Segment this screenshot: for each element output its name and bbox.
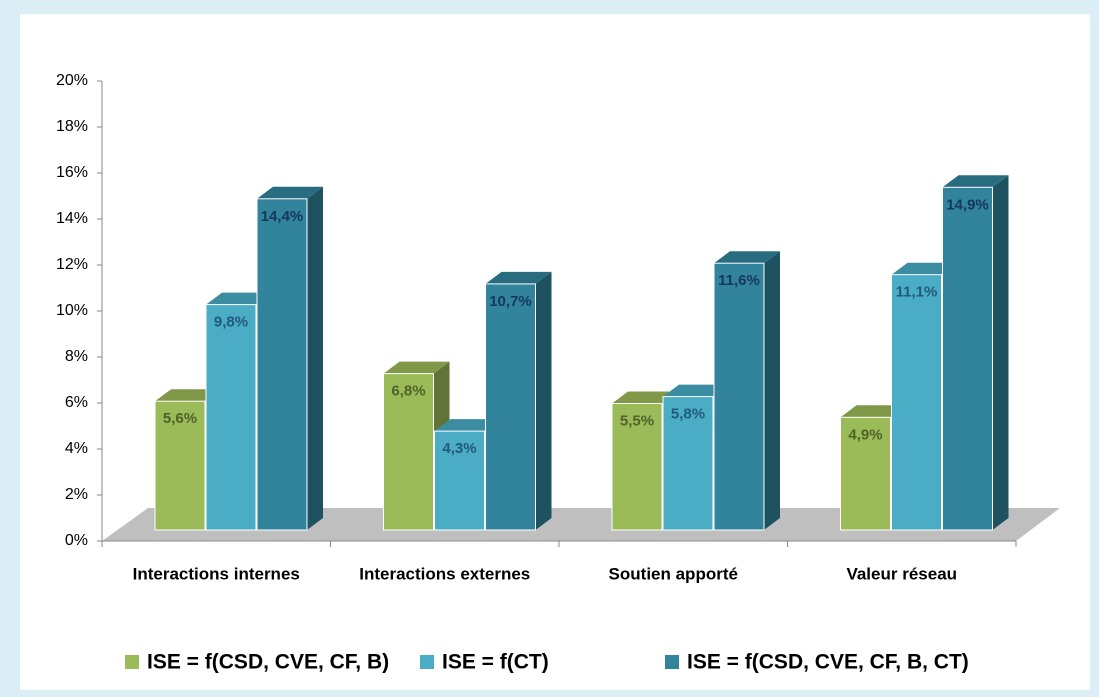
x-tick-label: Valeur réseau bbox=[846, 564, 957, 583]
bar bbox=[485, 283, 536, 531]
bar-top bbox=[714, 251, 780, 264]
y-tick-label: 20% bbox=[56, 72, 88, 89]
y-tick-label: 10% bbox=[56, 302, 88, 319]
y-tick-label: 16% bbox=[56, 164, 88, 181]
legend-label: ISE = f(CT) bbox=[442, 651, 549, 674]
y-tick-label: 8% bbox=[65, 348, 88, 365]
bar bbox=[891, 274, 942, 531]
bar-top bbox=[485, 271, 552, 284]
y-tick-label: 6% bbox=[65, 394, 88, 411]
bar bbox=[611, 403, 663, 531]
value-label: 9,8% bbox=[214, 314, 248, 331]
bar-top bbox=[663, 384, 729, 397]
y-tick-label: 0% bbox=[65, 532, 88, 549]
value-label: 11,6% bbox=[718, 272, 760, 289]
bar bbox=[256, 198, 308, 531]
bar-side bbox=[992, 175, 1009, 531]
legend-swatch bbox=[420, 655, 434, 669]
bar bbox=[662, 396, 714, 531]
bar-top bbox=[840, 405, 907, 418]
y-tick-label: 12% bbox=[56, 256, 88, 273]
legend-swatch bbox=[665, 655, 679, 669]
x-tick-label: Soutien apporté bbox=[609, 564, 738, 583]
bar bbox=[205, 304, 257, 531]
bar-top bbox=[612, 391, 678, 404]
legend-label: ISE = f(CSD, CVE, CF, B, CT) bbox=[687, 651, 969, 674]
bar-side bbox=[307, 186, 323, 531]
bar-top bbox=[155, 389, 221, 402]
bar bbox=[434, 430, 485, 531]
bar-top bbox=[206, 292, 272, 305]
bar-top bbox=[942, 175, 1009, 188]
value-label: 11,1% bbox=[896, 284, 938, 301]
bar bbox=[383, 373, 434, 531]
value-label: 5,6% bbox=[163, 410, 197, 427]
value-label: 14,9% bbox=[946, 196, 989, 213]
x-tick-label: Interactions externes bbox=[359, 564, 530, 583]
value-label: 10,7% bbox=[489, 293, 532, 310]
value-label: 6,8% bbox=[391, 383, 425, 400]
legend-label: ISE = f(CSD, CVE, CF, B) bbox=[147, 651, 389, 674]
legend-swatch bbox=[125, 655, 139, 669]
bar bbox=[154, 400, 206, 531]
bar bbox=[713, 262, 765, 531]
bar-side bbox=[764, 251, 780, 530]
value-label: 14,4% bbox=[261, 208, 304, 225]
x-tick-label: Interactions internes bbox=[133, 564, 300, 583]
bar-top bbox=[257, 186, 323, 199]
bar-top bbox=[891, 262, 958, 275]
value-label: 4,3% bbox=[442, 440, 476, 457]
bar-top bbox=[383, 361, 450, 374]
bar bbox=[840, 416, 891, 531]
value-label: 5,8% bbox=[671, 406, 705, 423]
bar-top bbox=[434, 419, 501, 432]
y-tick-label: 2% bbox=[65, 486, 88, 503]
value-label: 4,9% bbox=[848, 426, 882, 443]
bar bbox=[942, 186, 993, 531]
y-tick-label: 14% bbox=[56, 210, 88, 227]
y-tick-label: 18% bbox=[56, 118, 88, 135]
value-label: 5,5% bbox=[620, 412, 654, 429]
floor bbox=[102, 508, 1060, 541]
bar-side bbox=[535, 271, 552, 530]
y-tick-label: 4% bbox=[65, 440, 88, 457]
